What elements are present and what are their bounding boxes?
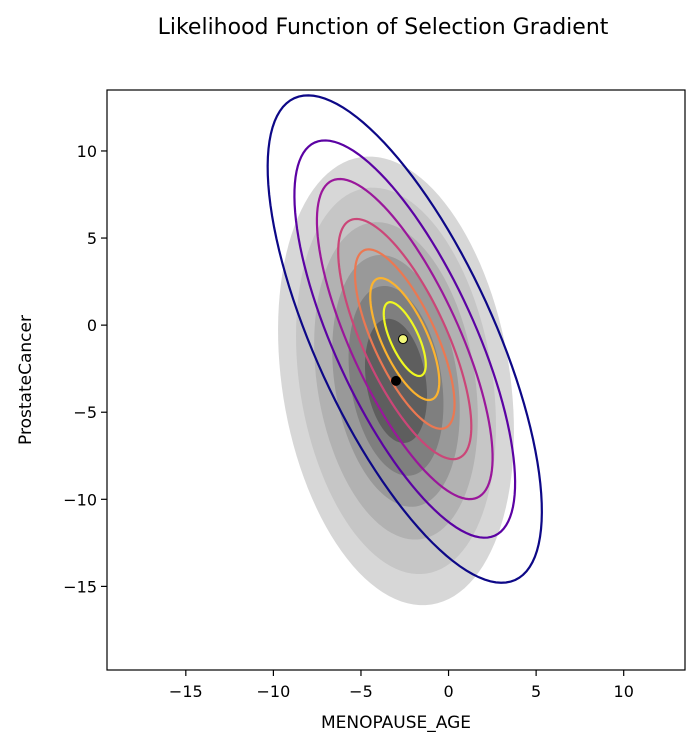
x-tick-label: −5 — [349, 682, 373, 701]
estimate-points — [391, 334, 409, 386]
y-tick-label: 5 — [87, 229, 97, 248]
x-tick-label: −10 — [257, 682, 291, 701]
line-contour-level-3 — [315, 177, 494, 501]
y-tick-label: 10 — [77, 142, 97, 161]
line-contour-level-2 — [293, 139, 517, 539]
x-axis-ticks: −15 −10 −5 0 5 10 — [169, 670, 634, 701]
y-tick-label: −10 — [63, 490, 97, 509]
y-axis-label: ProstateCancer — [16, 315, 36, 445]
line-contour-level-7 — [382, 301, 427, 378]
y-tick-label: −15 — [63, 577, 97, 596]
y-tick-label: 0 — [87, 316, 97, 335]
estimate-point-1 — [398, 334, 409, 345]
x-axis-label: MENOPAUSE_AGE — [321, 713, 471, 733]
chart-title: Likelihood Function of Selection Gradien… — [158, 15, 609, 40]
line-contour-level-6 — [369, 277, 441, 402]
line-contours — [266, 94, 543, 584]
x-tick-label: −15 — [169, 682, 203, 701]
line-contour-level-1 — [266, 94, 543, 584]
y-tick-label: −5 — [73, 403, 97, 422]
line-contour-level-4 — [337, 217, 473, 461]
x-tick-label: 0 — [443, 682, 453, 701]
y-axis-ticks: −15 −10 −5 0 5 10 — [63, 142, 107, 596]
plot-frame — [106, 89, 686, 671]
line-contour-level-5 — [353, 248, 456, 430]
x-tick-label: 5 — [531, 682, 541, 701]
estimate-point-2 — [391, 375, 401, 386]
x-tick-label: 10 — [614, 682, 634, 701]
